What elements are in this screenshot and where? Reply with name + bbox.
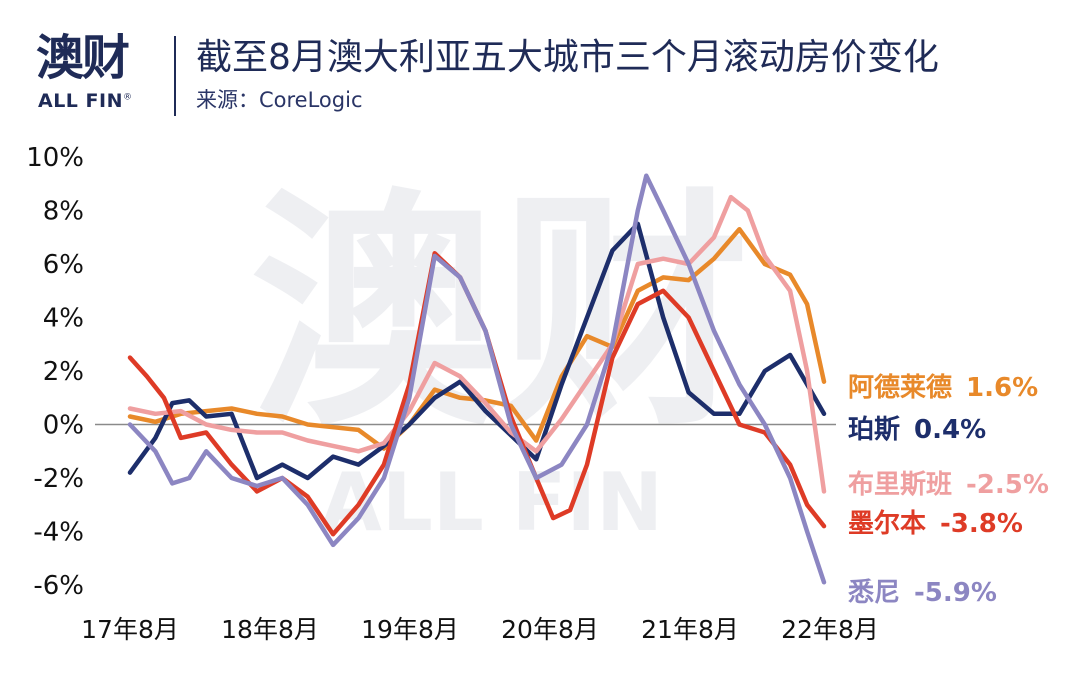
x-tick-label: 20年8月 bbox=[501, 615, 599, 644]
y-tick-label: 4% bbox=[43, 304, 84, 334]
series-end-labels: 阿德莱德 1.6% 珀斯 0.4% 布里斯班 -2.5% 墨尔本 -3.8% 悉尼 -5.9% bbox=[848, 373, 1049, 608]
allfin-logo: 澳财 ALL FIN® bbox=[36, 30, 166, 120]
y-tick-label: 8% bbox=[43, 197, 84, 227]
logo-english-name: ALL FIN bbox=[38, 90, 123, 112]
x-axis: 17年8月 18年8月 19年8月 20年8月 21年8月 22年8月 bbox=[81, 615, 879, 644]
series-line--2.5% bbox=[127, 194, 827, 494]
series-end-label: 墨尔本 -3.8% bbox=[848, 508, 1023, 539]
y-tick-label: 2% bbox=[43, 357, 84, 387]
series-end-label: 珀斯 0.4% bbox=[848, 415, 986, 445]
series-end-label: 阿德莱德 1.6% bbox=[848, 373, 1038, 403]
y-tick-label: 10% bbox=[26, 143, 84, 173]
x-tick-label: 19年8月 bbox=[361, 615, 459, 644]
y-tick-label: -6% bbox=[33, 571, 84, 601]
logo-registered-mark: ® bbox=[122, 92, 133, 103]
x-tick-label: 18年8月 bbox=[221, 615, 319, 644]
y-tick-label: -4% bbox=[33, 518, 84, 548]
series-line-0.4% bbox=[127, 221, 827, 481]
chart-source: 来源：CoreLogic bbox=[196, 88, 363, 112]
y-tick-label: -2% bbox=[33, 464, 84, 494]
series-line--5.9% bbox=[127, 173, 827, 585]
series-lines bbox=[127, 173, 827, 585]
series-end-value: -3.8% bbox=[940, 509, 1023, 539]
y-axis: 10% 8% 6% 4% 2% 0% -2% -4% -6% bbox=[26, 143, 84, 601]
y-tick-label: 6% bbox=[43, 250, 84, 280]
y-tick-label: 0% bbox=[43, 411, 84, 441]
watermark-logo-cn: 澳财 bbox=[250, 168, 750, 459]
series-name: 珀斯 bbox=[848, 415, 900, 445]
watermark-logo-en: ALL FIN bbox=[320, 456, 663, 549]
series-end-label: 布里斯班 -2.5% bbox=[848, 470, 1049, 500]
series-end-value: -2.5% bbox=[966, 470, 1049, 500]
series-end-label: 悉尼 -5.9% bbox=[848, 578, 997, 608]
logo-chinese-text: 澳财 bbox=[36, 30, 130, 86]
chart-title: 截至8月澳大利亚五大城市三个月滚动房价变化 bbox=[196, 37, 939, 78]
x-tick-label: 21年8月 bbox=[641, 615, 739, 644]
series-name: 悉尼 bbox=[848, 578, 900, 608]
series-end-value: -5.9% bbox=[914, 578, 997, 608]
series-end-value: 0.4% bbox=[914, 415, 986, 445]
x-tick-label: 22年8月 bbox=[781, 615, 879, 644]
header-divider bbox=[174, 36, 176, 116]
series-name: 布里斯班 bbox=[848, 470, 952, 500]
series-name: 墨尔本 bbox=[848, 508, 926, 539]
x-tick-label: 17年8月 bbox=[81, 615, 179, 644]
series-name: 阿德莱德 bbox=[848, 373, 952, 403]
logo-english-text: ALL FIN® bbox=[38, 90, 132, 112]
series-end-value: 1.6% bbox=[966, 373, 1038, 403]
